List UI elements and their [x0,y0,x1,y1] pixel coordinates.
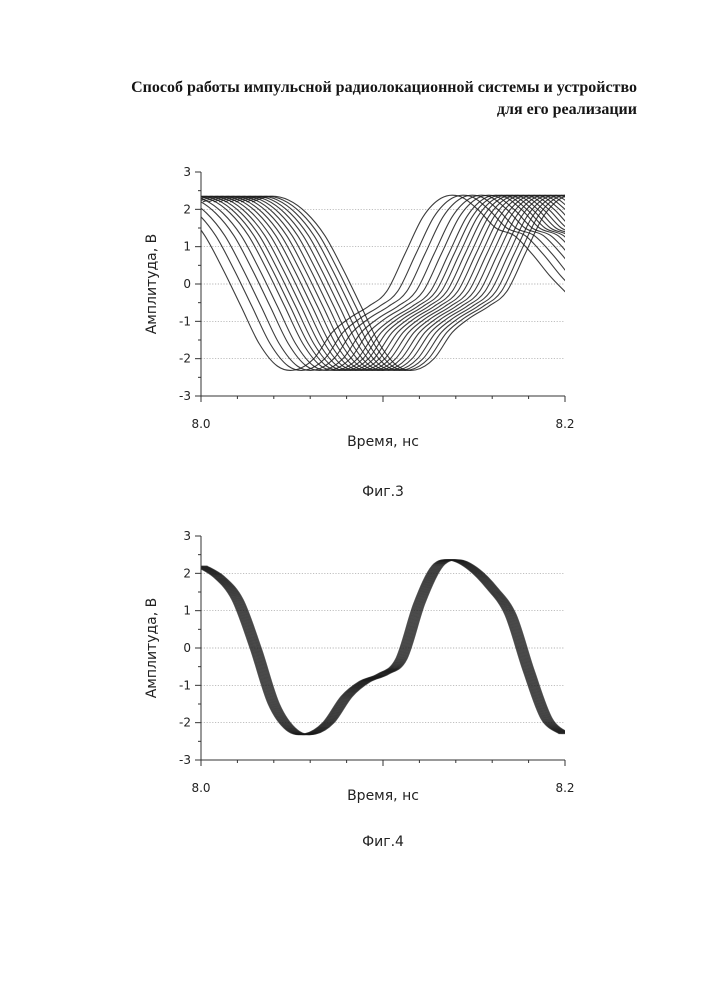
figure-3-series-line [192,195,629,370]
figure-4-xaxis-label: Время, нс [347,788,419,804]
figure-3-ytick-label: 3 [183,165,191,179]
figure-4-series-group [196,560,571,735]
figure-3-ytick-label: 2 [183,202,191,216]
figure-4-ytick-label: 1 [183,604,191,618]
figure-3-yaxis-label: Амплитуда, В [144,234,160,335]
figure-3-xtick-label: 8.2 [555,417,574,431]
figure-4-ytick-label: 2 [183,566,191,580]
figure-3-ytick-label: 1 [183,240,191,254]
figure-4-series-line [204,560,568,735]
figure-4-series-line [199,560,563,735]
figure-3-xaxis-label: Время, нс [347,434,419,450]
figure-3-ytick-label: -1 [179,314,191,328]
figure-4-series-line [202,560,566,735]
figure-4-ytick-label: -3 [179,753,191,767]
figure-3-ytick-label: -3 [179,389,191,403]
figure-3-series-line [181,195,618,370]
figure-4-series-line [201,560,565,735]
figure-4-xtick-label: 8.0 [191,781,210,795]
figure-4-caption: Фиг.4 [362,834,404,850]
figure-4-chart: 3 2 1 0 -1 -2 -3 8.0 8.2 Время, нс Ампли… [144,529,575,850]
figure-4-series-line [200,560,564,735]
figure-4-ytick-label: 3 [183,529,191,543]
figures-canvas: 3 2 1 0 -1 -2 -3 8.0 8.2 Время, нс Ампли… [0,0,707,1000]
figure-4-yaxis-label: Амплитуда, В [144,598,160,699]
figure-3-caption: Фиг.3 [362,484,404,500]
figure-4-series-line [198,560,562,735]
figure-3-series-line [186,195,623,370]
figure-3-series-line [152,195,589,370]
figure-4-series-line [203,560,567,735]
figure-3-ytick-label: -2 [179,352,191,366]
figure-4-series-line [205,560,569,735]
figure-3-series-line [168,195,605,370]
figure-3-chart: 3 2 1 0 -1 -2 -3 8.0 8.2 Время, нс Ампли… [132,165,689,500]
figure-4-ytick-label: 0 [183,641,191,655]
figure-3-ytick-label: 0 [183,277,191,291]
figure-3-series-line [143,195,580,370]
figure-3-series-group [132,195,689,370]
figure-4-ytick-label: -2 [179,716,191,730]
figure-4-series-line [197,560,561,735]
figure-4-xtick-label: 8.2 [555,781,574,795]
figure-4-ytick-label: -1 [179,678,191,692]
figure-4-series-line [196,560,560,735]
figure-3-xtick-label: 8.0 [191,417,210,431]
figure-3-series-line [197,195,634,370]
